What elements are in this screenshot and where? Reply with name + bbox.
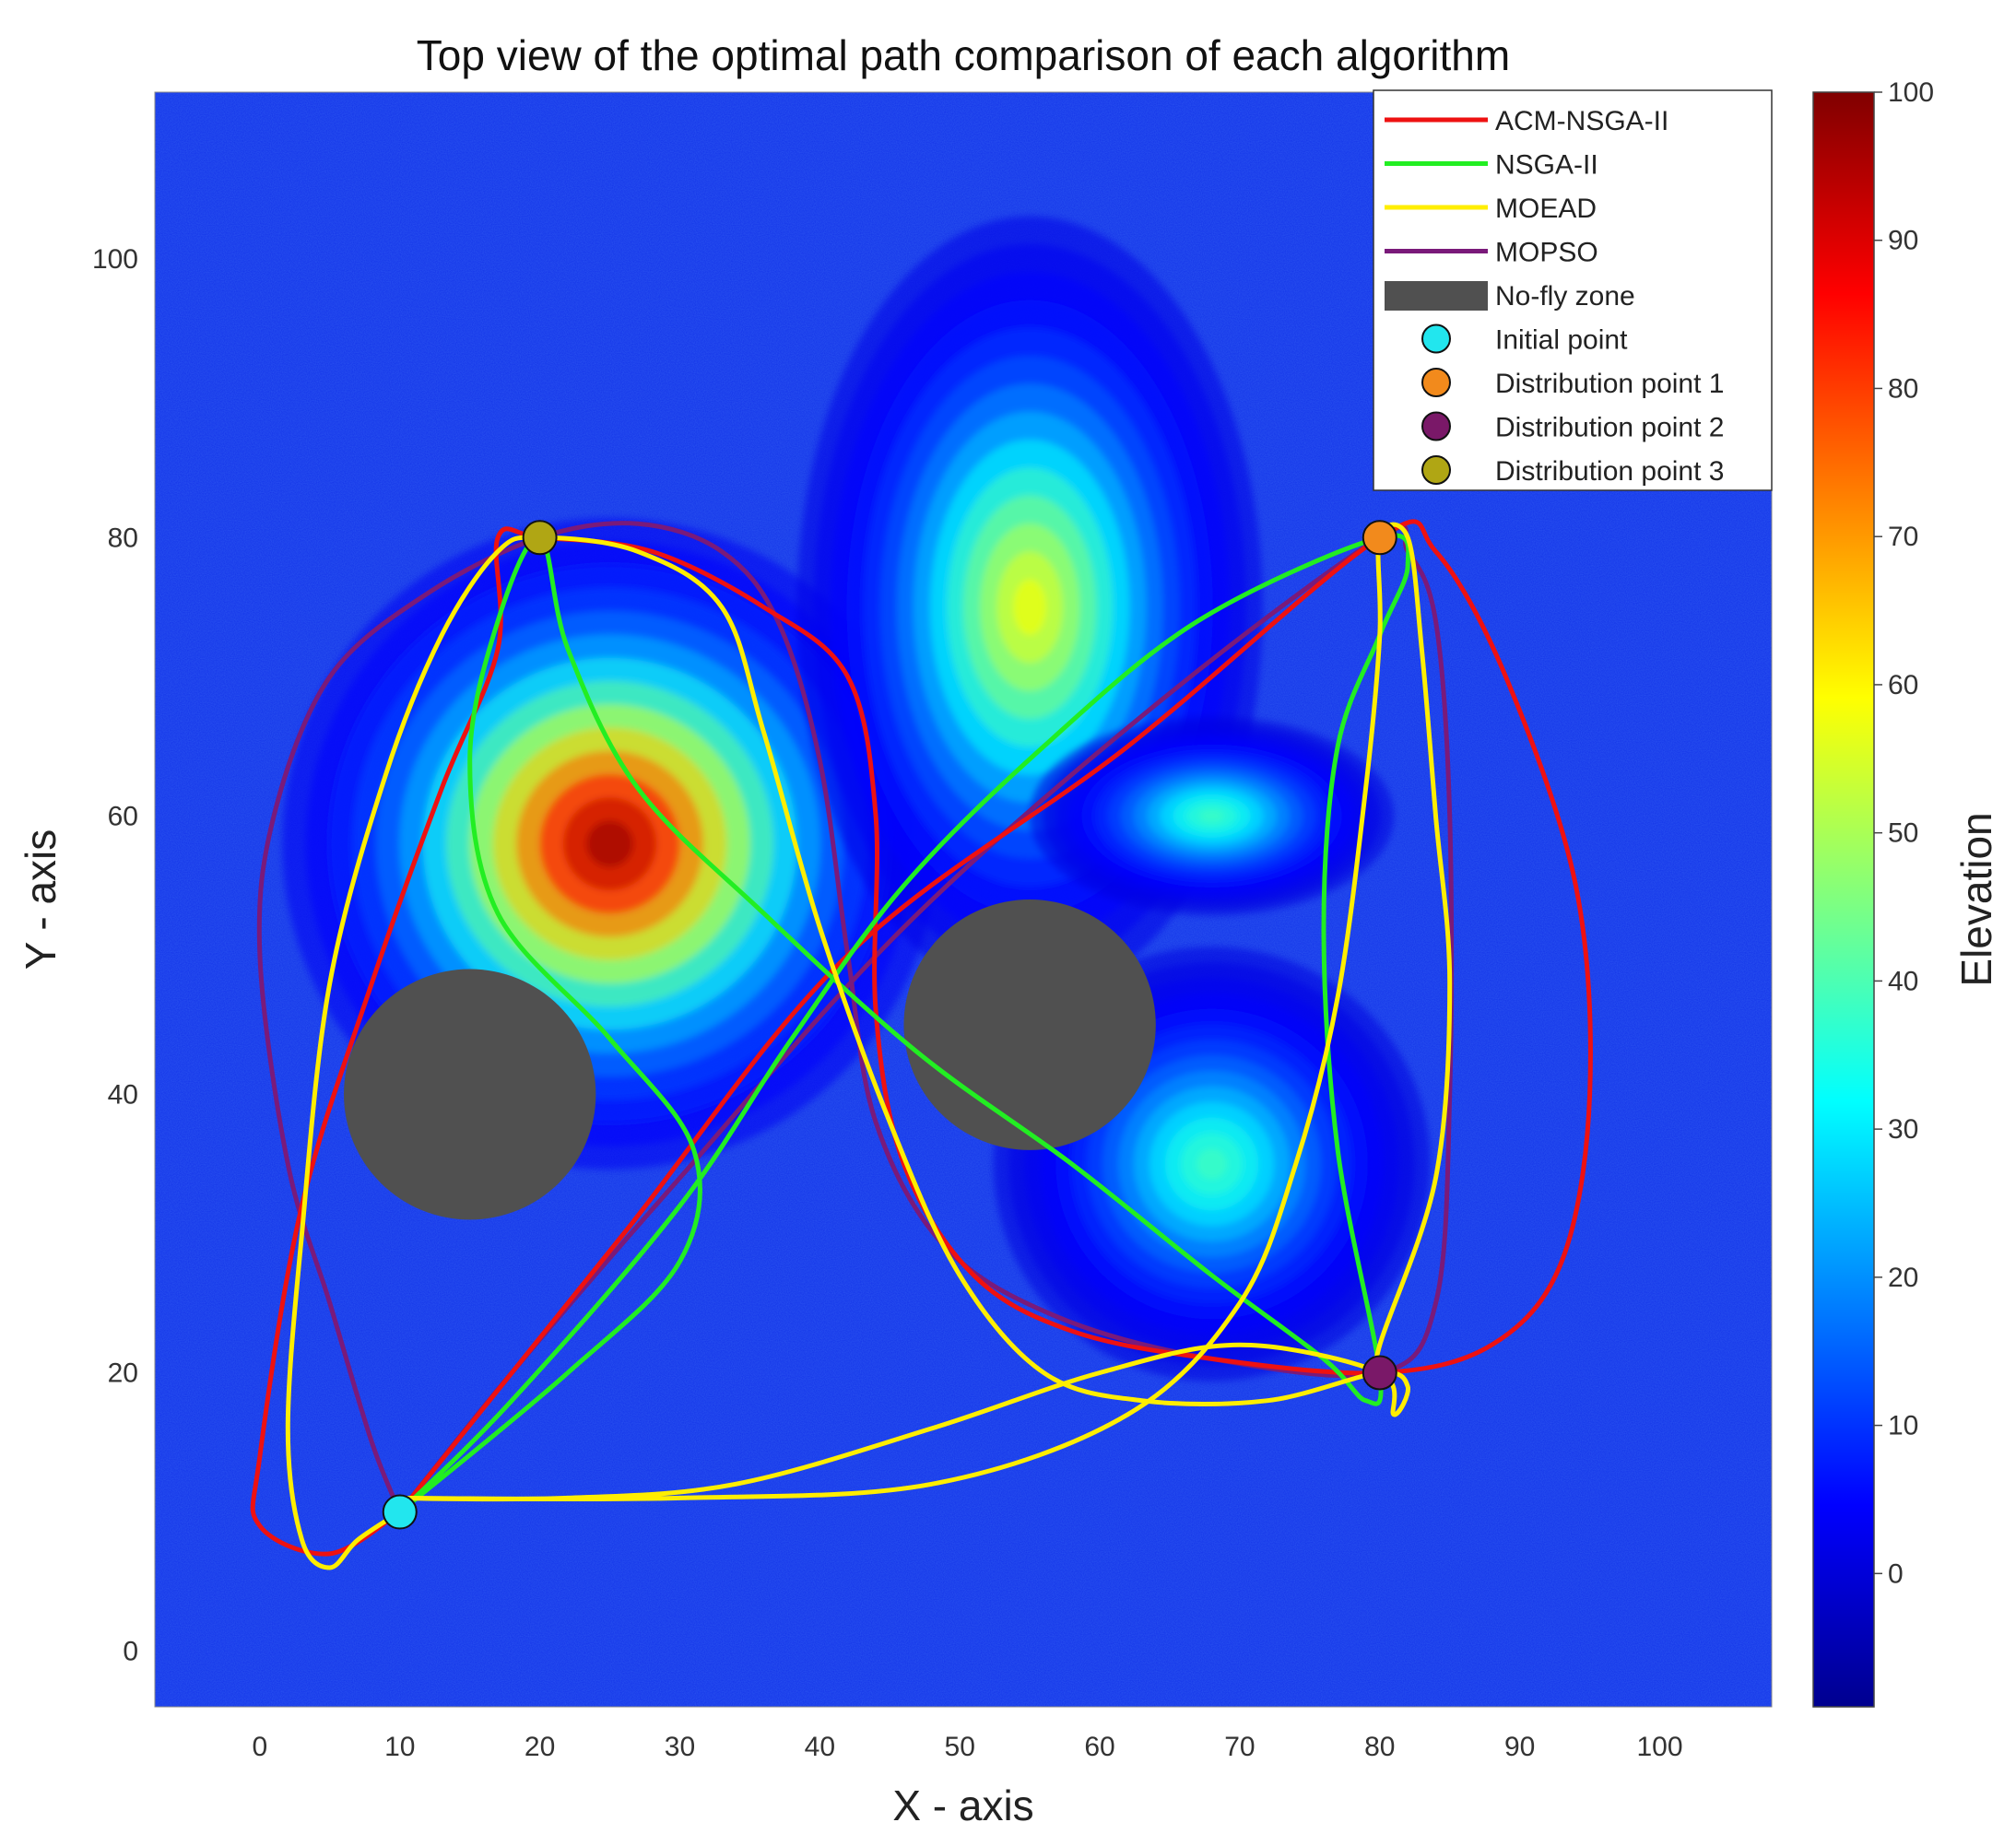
legend-item: NSGA-II bbox=[1385, 150, 1598, 181]
legend-marker-swatch bbox=[1421, 368, 1451, 397]
x-tick-label: 0 bbox=[253, 1732, 268, 1762]
marker-distribution-point-1 bbox=[1362, 520, 1397, 556]
legend-label: No-fly zone bbox=[1495, 281, 1635, 312]
y-tick-label: 40 bbox=[108, 1079, 138, 1110]
legend-patch-swatch bbox=[1385, 281, 1488, 311]
y-tick-label: 100 bbox=[92, 244, 138, 275]
legend-item: MOPSO bbox=[1385, 238, 1598, 268]
colorbar-tick-label: 90 bbox=[1888, 226, 1918, 256]
x-tick-label: 100 bbox=[1636, 1732, 1682, 1762]
legend-marker-swatch bbox=[1421, 455, 1451, 485]
x-tick-label: 90 bbox=[1504, 1732, 1535, 1762]
legend-label: NSGA-II bbox=[1495, 150, 1598, 181]
x-tick-label: 40 bbox=[805, 1732, 835, 1762]
y-tick-label: 60 bbox=[108, 801, 138, 831]
colorbar-tick-label: 0 bbox=[1888, 1558, 1904, 1589]
y-axis-label: Y - axis bbox=[17, 829, 65, 970]
x-tick-label: 70 bbox=[1224, 1732, 1255, 1762]
y-tick-labels: 0 20 40 60 80 100 bbox=[92, 244, 138, 1666]
legend-label: Distribution point 2 bbox=[1495, 413, 1724, 443]
legend-marker-swatch bbox=[1421, 411, 1451, 441]
legend-item: Distribution point 1 bbox=[1421, 368, 1724, 399]
colorbar-tick-labels: 0 10 20 30 40 50 60 70 80 90 100 bbox=[1874, 77, 1934, 1589]
colorbar: 0 10 20 30 40 50 60 70 80 90 100 Elevation bbox=[1812, 77, 2000, 1708]
series-line-acm-nsga-ii bbox=[250, 519, 1593, 1557]
plot-frame bbox=[154, 91, 1773, 1708]
colorbar-tick-label: 10 bbox=[1888, 1411, 1918, 1441]
legend-item: Distribution point 2 bbox=[1421, 411, 1724, 443]
terrain-contour bbox=[586, 820, 633, 867]
colorbar-tick-label: 30 bbox=[1888, 1114, 1918, 1145]
legend-item: MOEAD bbox=[1385, 194, 1597, 224]
legend: ACM-NSGA-II NSGA-II MOEAD MOPSO No-fly zone I… bbox=[1373, 89, 1773, 491]
x-tick-label: 80 bbox=[1364, 1732, 1395, 1762]
colorbar-tick-label: 60 bbox=[1888, 670, 1918, 700]
terrain-contour bbox=[1198, 808, 1225, 824]
series-line-moead bbox=[285, 522, 1453, 1570]
x-tick-labels: 0 10 20 30 40 50 60 70 80 90 100 bbox=[253, 1732, 1683, 1762]
colorbar-tick-label: 70 bbox=[1888, 522, 1918, 552]
legend-item: ACM-NSGA-II bbox=[1385, 106, 1668, 136]
legend-item: Initial point bbox=[1421, 323, 1628, 356]
no-fly-zone bbox=[344, 969, 596, 1220]
marker-initial-point bbox=[382, 1494, 418, 1530]
legend-marker-swatch bbox=[1421, 323, 1451, 354]
y-tick-label: 80 bbox=[108, 523, 138, 553]
x-axis-label: X - axis bbox=[892, 1781, 1033, 1829]
terrain-contour bbox=[1013, 579, 1047, 636]
path-series bbox=[250, 519, 1593, 1570]
marker-distribution-point-2 bbox=[1362, 1355, 1397, 1391]
series-line-mopso bbox=[256, 521, 1455, 1515]
colorbar-tick-label: 80 bbox=[1888, 373, 1918, 404]
colorbar-tick-label: 20 bbox=[1888, 1263, 1918, 1293]
colorbar-tick-label: 40 bbox=[1888, 966, 1918, 996]
legend-label: Distribution point 3 bbox=[1495, 456, 1724, 487]
colorbar-tick-label: 50 bbox=[1888, 818, 1918, 849]
legend-label: ACM-NSGA-II bbox=[1495, 106, 1668, 136]
legend-label: Distribution point 1 bbox=[1495, 369, 1724, 399]
chart-title: Top view of the optimal path comparison … bbox=[417, 31, 1510, 79]
legend-label: MOPSO bbox=[1495, 238, 1598, 268]
y-tick-label: 0 bbox=[123, 1637, 138, 1667]
colorbar-tick-label: 100 bbox=[1888, 77, 1934, 108]
y-tick-label: 20 bbox=[108, 1358, 138, 1389]
legend-label: Initial point bbox=[1495, 325, 1628, 356]
no-fly-zone bbox=[903, 899, 1156, 1150]
x-tick-label: 10 bbox=[384, 1732, 415, 1762]
legend-item: No-fly zone bbox=[1385, 281, 1635, 312]
terrain-contour bbox=[1196, 1148, 1228, 1180]
colorbar-label: Elevation bbox=[1952, 812, 2000, 986]
x-tick-label: 20 bbox=[525, 1732, 555, 1762]
colorbar-gradient bbox=[1812, 91, 1875, 1708]
point-markers bbox=[382, 520, 1397, 1530]
marker-distribution-point-3 bbox=[522, 520, 558, 556]
x-tick-label: 30 bbox=[665, 1732, 695, 1762]
legend-label: MOEAD bbox=[1495, 194, 1597, 224]
legend-item: Distribution point 3 bbox=[1421, 455, 1724, 487]
terrain-peak bbox=[282, 518, 937, 1170]
terrain-peak bbox=[1030, 716, 1394, 916]
x-tick-label: 50 bbox=[945, 1732, 975, 1762]
terrain-peaks bbox=[282, 216, 1431, 1382]
x-tick-label: 60 bbox=[1084, 1732, 1114, 1762]
